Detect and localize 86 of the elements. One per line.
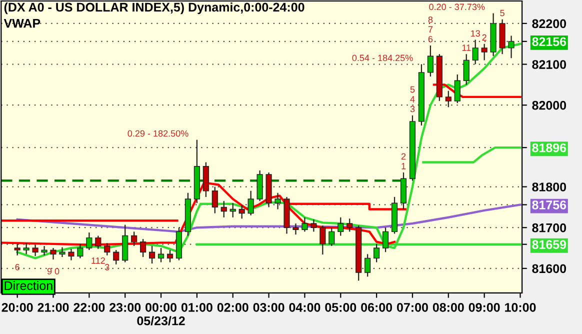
candlestick [346,218,353,232]
y-tick-label: 81896 [532,143,566,152]
candlestick [472,39,478,65]
x-tick-label: 22:00 [74,302,105,312]
x-tick-label: 05:00 [325,302,356,312]
annotation: 6 [15,264,20,270]
x-tick-label: 04:00 [289,302,320,312]
annotation: 0.29 - 182.50% [128,130,188,137]
candlestick [292,222,299,236]
annotation: Direction [4,280,52,290]
candlestick [374,243,380,263]
candlestick [454,74,460,104]
candlestick [248,190,254,216]
candlestick [212,186,218,214]
y-tick-label: 81700 [532,223,566,232]
y-tick-label: 81600 [532,264,566,274]
annotation: 3 [410,106,415,112]
y-tick-label: 82156 [532,37,566,46]
annotation: 112 [92,257,105,264]
candlestick [23,242,30,255]
annotation: 1 [402,163,406,170]
y-tick-label: 81800 [532,182,566,192]
candlestick [220,200,227,218]
y-tick-label: 82100 [532,60,566,69]
candlestick [59,246,66,258]
candlestick [113,249,120,265]
candlestick [328,227,335,247]
x-tick-label: 02:00 [217,302,248,312]
y-tick-label: 81756 [532,200,566,210]
annotation: 5 [500,10,504,16]
chart-title: (DX A0 - US DOLLAR INDEX,5) Dynamic,0:00-24:00 [4,2,304,14]
candlestick [302,216,308,232]
annotation: 6 [428,36,433,42]
candlestick [338,216,344,236]
candlestick [158,247,164,263]
candlestick [14,243,20,256]
x-tick-label: 21:00 [38,302,69,312]
candlestick [230,202,236,218]
annotation: 2 [482,34,486,41]
annotation: 3 [104,264,110,270]
x-tick-label: 23:00 [110,302,141,312]
x-tick-label: 08:00 [432,302,464,312]
annotation: 2 [401,153,406,160]
annotation: 13 [471,30,480,37]
y-tick-label: 82200 [532,19,566,28]
x-tick-label: 20:00 [2,302,33,312]
candlestick [445,90,452,108]
annotation: 0.54 - 184.25% [352,54,413,62]
candlestick [77,243,84,259]
candlestick [310,218,317,232]
candlestick [86,232,92,251]
candlestick [50,247,56,260]
candlestick [382,227,389,253]
candlestick [427,44,434,78]
y-tick-label: 82000 [532,100,566,110]
candlestick [508,35,514,59]
x-tick-label: 01:00 [181,302,212,312]
x-tick-label: 07:00 [397,302,428,312]
candlestick [463,54,470,86]
x-tick-label: 06:00 [361,302,392,312]
candlestick [364,254,371,278]
candlestick [68,248,74,261]
x-tick-label: 03:00 [253,302,284,312]
candlestick [95,235,102,250]
candlestick [149,245,156,264]
annotation: 5 [410,86,415,93]
annotation: 4 [410,96,415,102]
candlestick [238,204,245,220]
y-tick-label: 81659 [532,240,566,249]
annotation: 11 [462,44,471,51]
candlestick [41,245,48,256]
candlestick [32,244,38,257]
annotation: 8 [428,16,433,23]
candlestick [104,242,110,256]
candlestick [481,43,488,61]
candlestick [274,192,281,210]
x-tick-label: 09:00 [468,302,500,312]
annotation: 0.20 - 37.73% [429,4,485,10]
candlestick [166,249,174,263]
annotation: 7 [428,26,433,33]
candlestick [320,225,326,256]
annotation: 9 0 [47,268,60,274]
candlestick [140,238,146,258]
x-tick-label: 10:00 [505,302,536,312]
text: VWAP [4,18,40,28]
candlestick [131,231,138,247]
